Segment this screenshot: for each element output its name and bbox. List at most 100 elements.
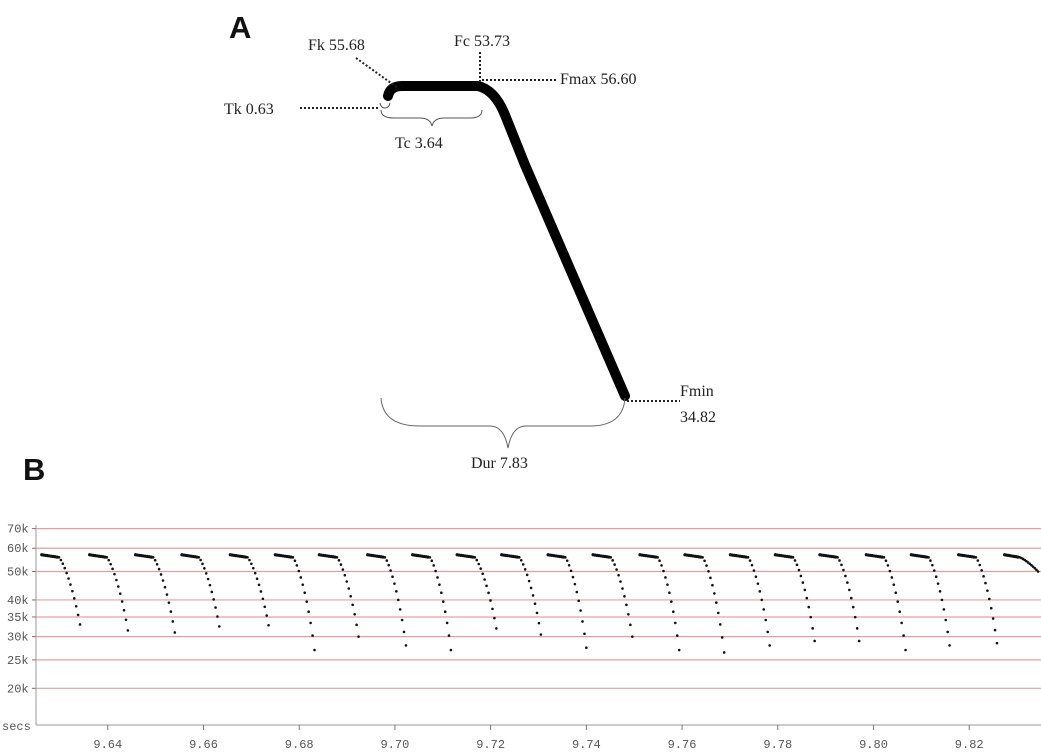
x-unit-label: secs <box>2 720 31 734</box>
call-point <box>473 556 477 559</box>
call-trace <box>909 553 951 647</box>
call-point <box>214 606 217 609</box>
call-point <box>995 641 999 645</box>
call-point <box>625 603 628 607</box>
call-point <box>585 646 588 650</box>
call-point <box>811 627 814 630</box>
call-point <box>115 578 118 582</box>
call-point <box>396 598 400 602</box>
call-point <box>201 562 204 566</box>
call-point <box>611 559 614 562</box>
call-point <box>711 583 714 587</box>
call-point <box>479 567 482 570</box>
call-point <box>991 617 995 620</box>
call-point <box>531 594 535 597</box>
call-point <box>171 620 175 623</box>
panel-a-letter: A <box>229 10 252 45</box>
call-point <box>402 630 406 634</box>
call-point <box>565 559 569 562</box>
call-point <box>838 559 841 562</box>
call-point <box>335 556 339 559</box>
y-tick-label: 30k <box>7 631 29 645</box>
call-point <box>65 571 68 575</box>
call-point <box>760 598 764 602</box>
call-point <box>978 563 982 567</box>
call-point <box>385 559 389 562</box>
call-point <box>475 558 479 562</box>
call-point <box>980 569 983 572</box>
call-trace <box>133 553 177 634</box>
call-point <box>892 583 896 586</box>
call-point <box>766 630 769 634</box>
call-point <box>619 580 622 583</box>
call-point <box>74 604 78 608</box>
call-trace <box>455 553 498 630</box>
call-point <box>199 558 202 562</box>
call-point <box>898 610 901 613</box>
call-point <box>489 599 492 602</box>
call-point <box>208 583 212 587</box>
call-point <box>762 608 766 611</box>
call-point <box>791 556 795 559</box>
x-tick-label: 9.70 <box>381 738 410 752</box>
call-point <box>341 568 345 571</box>
call-point <box>932 569 936 572</box>
call-point <box>259 590 263 593</box>
call-point <box>946 630 949 634</box>
call-point <box>297 569 301 573</box>
call-point <box>519 558 523 562</box>
call-point <box>351 603 354 607</box>
call-point <box>521 563 525 566</box>
call-point <box>126 629 130 632</box>
x-tick-label: 9.68 <box>285 738 314 752</box>
call-point <box>63 566 67 570</box>
call-point <box>989 606 993 610</box>
call-point <box>672 610 675 613</box>
call-point <box>613 563 616 566</box>
call-point <box>974 556 978 559</box>
call-point <box>440 591 443 595</box>
fmin-name-label: Fmin <box>680 383 714 400</box>
call-point <box>159 573 163 576</box>
call-parameter-diagram: Fk 55.68 Fc 53.73 Fmax 56.60 Tk 0.63 Tc … <box>224 33 716 472</box>
call-point <box>629 623 632 627</box>
call-point <box>299 576 303 579</box>
call-point <box>573 582 577 586</box>
call-point <box>124 618 128 622</box>
call-point <box>301 583 305 586</box>
call-point <box>1036 570 1040 573</box>
call-point <box>701 556 704 559</box>
call-point <box>529 586 533 590</box>
call-trace <box>273 553 316 652</box>
call-point <box>982 575 985 578</box>
call-point <box>927 556 930 559</box>
call-point <box>670 600 673 603</box>
call-point <box>61 562 65 566</box>
call-point <box>167 601 171 604</box>
call-point <box>404 644 408 647</box>
x-tick-label: 9.66 <box>189 738 218 752</box>
y-tick-label: 25k <box>7 654 29 668</box>
call-point <box>387 563 391 567</box>
call-point <box>537 621 541 625</box>
call-point <box>931 563 934 567</box>
call-point <box>173 631 177 634</box>
call-point <box>752 569 756 572</box>
call-point <box>485 584 488 588</box>
call-point <box>805 596 809 600</box>
call-point <box>884 559 888 562</box>
call-point <box>59 558 63 562</box>
call-point <box>313 648 316 652</box>
call-point <box>311 634 314 637</box>
call-point <box>988 597 991 601</box>
call-point <box>621 587 624 590</box>
call-point <box>265 614 268 617</box>
call-point <box>491 607 494 611</box>
call-trace <box>228 553 270 627</box>
x-tick-label: 9.82 <box>955 738 984 752</box>
call-point <box>163 585 167 589</box>
call-point <box>347 587 351 590</box>
call-point <box>579 609 582 612</box>
call-point <box>936 582 940 585</box>
call-point <box>161 579 165 582</box>
